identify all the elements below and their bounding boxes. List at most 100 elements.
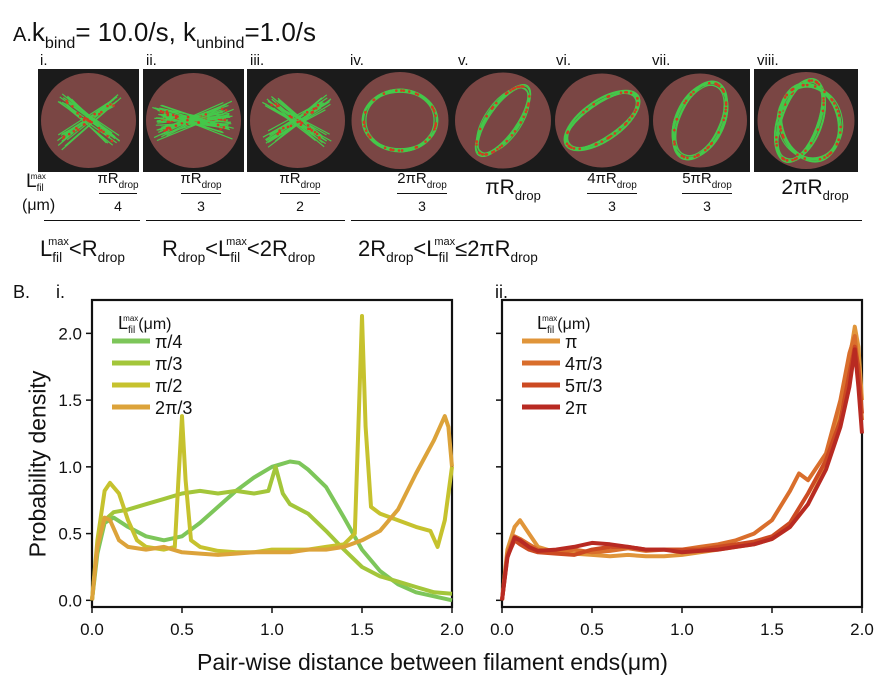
fraction-numerator-sub: drop: [300, 179, 321, 191]
motor-dot: [197, 121, 200, 124]
motor-dot: [100, 110, 103, 114]
x-tick-label: 2.0: [850, 620, 874, 639]
motor-dot: [778, 125, 782, 129]
droplet-disk: [555, 73, 649, 168]
motor-dot: [693, 155, 696, 159]
motor-dot: [826, 154, 829, 157]
motor-dot: [71, 105, 74, 108]
filament-strand: [161, 104, 229, 129]
motor-dot: [830, 97, 833, 101]
motor-dot: [97, 130, 101, 133]
filament-strand: [68, 102, 113, 134]
legend-label: π/4: [155, 332, 182, 352]
motor-dot: [494, 101, 498, 105]
motor-dot: [525, 108, 529, 111]
filament-ring: [673, 81, 727, 160]
legend-label: 2π/3: [155, 398, 192, 418]
motor-dot: [186, 118, 189, 122]
motor-dot: [585, 107, 589, 111]
filament-strand: [271, 107, 322, 138]
droplet-panel-4: [348, 69, 452, 172]
motor-dot: [823, 90, 826, 94]
motor-dot: [97, 126, 101, 130]
series-line: [90, 414, 454, 601]
motor-dot: [314, 106, 318, 110]
motor-dot: [823, 156, 826, 159]
motor-dot: [363, 124, 366, 128]
motor-dot: [724, 103, 728, 106]
roman-label: iii.: [250, 52, 265, 69]
motor-dot: [491, 106, 494, 110]
lfil-label: Lfilmax: [26, 171, 46, 195]
motor-dot: [821, 109, 825, 113]
motor-dot: [704, 148, 707, 152]
legend-label: 5π/3: [565, 376, 602, 396]
motor-dot: [306, 127, 310, 131]
motor-dot: [313, 130, 317, 134]
motor-dot: [806, 83, 809, 87]
motor-dot: [106, 104, 109, 108]
motor-dot: [109, 103, 112, 106]
motor-dot: [408, 90, 411, 93]
motor-dot: [431, 106, 435, 110]
fraction-numerator: 4πR: [587, 170, 617, 187]
motor-dot: [505, 139, 509, 143]
motor-dot: [163, 129, 166, 132]
series-line: [90, 314, 454, 601]
legend-label: π: [565, 332, 577, 352]
motor-dot: [496, 147, 499, 151]
motor-dot: [724, 109, 727, 113]
filament-strand: [159, 111, 229, 126]
motor-dot: [624, 121, 628, 125]
motor-dot: [433, 127, 436, 131]
filament-ring: [564, 91, 640, 150]
motor-dot: [366, 133, 370, 136]
fraction-7: 5πRdrop 3: [647, 170, 767, 214]
roman-label: iv.: [350, 52, 364, 69]
motor-dot: [696, 154, 700, 157]
x-tick-label: 1.0: [670, 620, 694, 639]
panel-b-sub-i: i.: [56, 282, 65, 302]
motor-dot: [82, 118, 86, 122]
motor-dot: [67, 132, 71, 136]
motor-dot: [86, 117, 89, 121]
motor-dot: [619, 91, 623, 94]
filament-ring: [365, 88, 435, 153]
motor-dot: [500, 144, 504, 148]
filament-ring: [777, 81, 823, 160]
fraction-numerator: πR: [180, 170, 202, 187]
motor-dot: [434, 123, 437, 127]
group-rule-1: [44, 220, 140, 221]
motor-dot: [524, 110, 528, 114]
motor-dot: [318, 136, 321, 139]
motor-dot: [636, 101, 640, 105]
x-tick-label: 2.0: [440, 620, 464, 639]
motor-dot: [362, 120, 366, 124]
motor-dot: [689, 93, 693, 96]
motor-dot: [174, 124, 178, 127]
panel-a-letter: A.: [13, 24, 32, 46]
filament-ring: [566, 92, 638, 149]
motor-dot: [270, 103, 273, 107]
droplet-panel-8: [754, 69, 858, 172]
x-tick-label: 0.5: [170, 620, 194, 639]
motor-dot: [791, 158, 794, 162]
droplet-panel-1: [38, 69, 139, 172]
motor-dot: [75, 126, 78, 130]
droplet-snapshots: [38, 69, 858, 172]
fraction-denominator: 4: [114, 198, 122, 214]
motor-dot: [527, 102, 530, 105]
motor-dot: [305, 110, 309, 114]
motor-dot: [714, 82, 718, 86]
group-rule-2: [146, 220, 345, 221]
motor-dot: [222, 125, 226, 129]
fraction-4: 2πRdrop 3: [362, 170, 482, 214]
motor-dot: [636, 97, 639, 100]
motor-dot: [628, 118, 631, 121]
motor-dot: [813, 85, 817, 88]
droplet-panel-7: [650, 69, 750, 172]
motor-dot: [102, 130, 105, 134]
motor-dot: [511, 87, 515, 91]
motor-dot: [174, 114, 178, 118]
filament-ring: [675, 84, 725, 157]
